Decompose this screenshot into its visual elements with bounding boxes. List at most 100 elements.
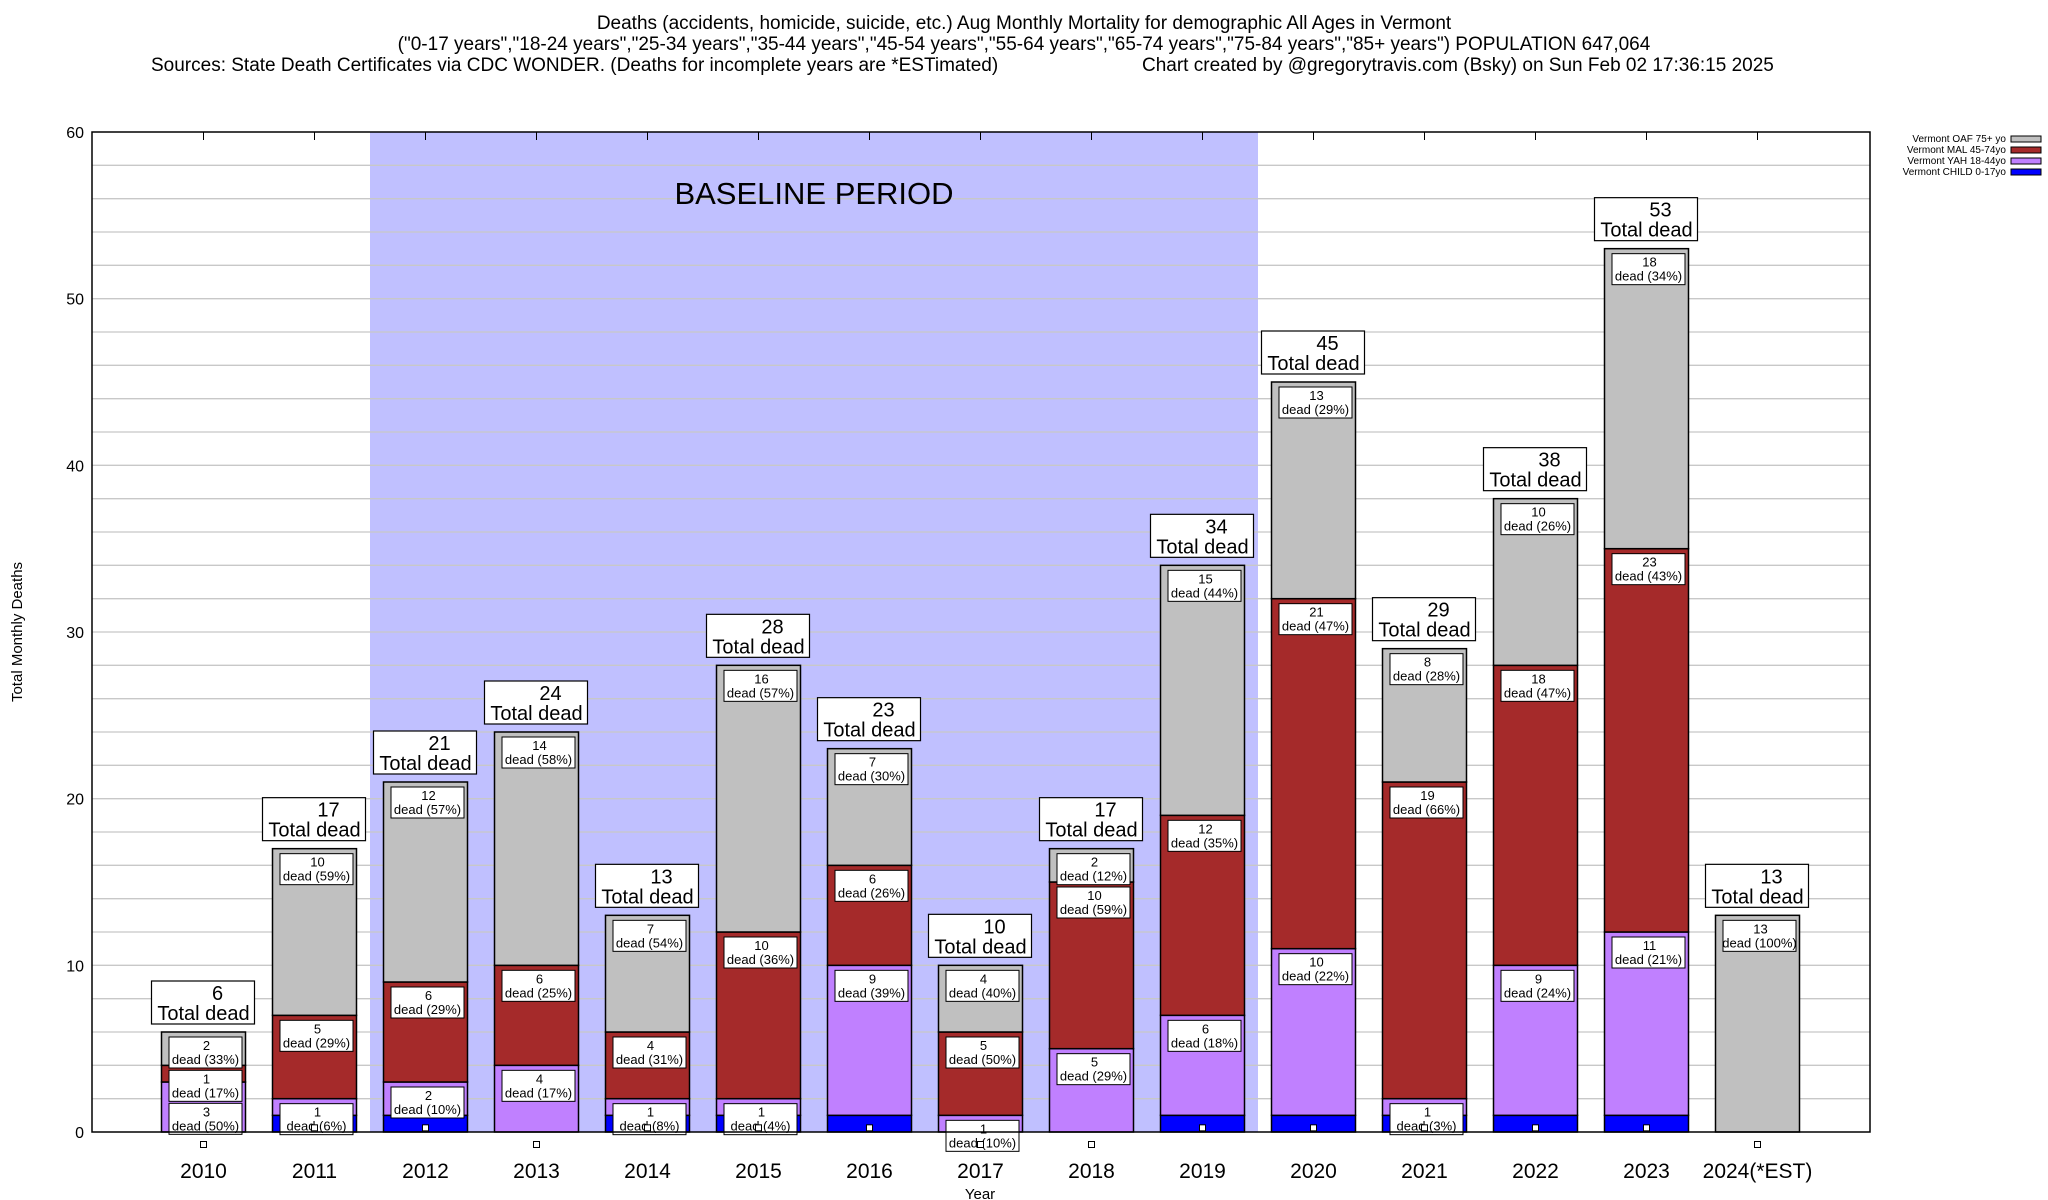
sources-note: Sources: State Death Certificates via CD… [151, 55, 999, 76]
segment-label-box [1389, 653, 1464, 686]
total-label-box [1038, 797, 1144, 842]
total-label-box [372, 730, 478, 775]
segment-label-value: 10 [1309, 955, 1323, 970]
total-label-value: 29 [1427, 600, 1449, 622]
legend-label: Vermont OAF 75+ yo [1912, 134, 2006, 145]
total-label-box [1704, 863, 1810, 908]
y-tick-label: 10 [66, 958, 84, 975]
x-tick-label: 2014 [624, 1160, 671, 1183]
segment-label-percent: dead (66%) [1393, 802, 1460, 817]
point-marker [422, 1124, 429, 1132]
segment-label-value: 2 [1091, 855, 1098, 870]
segment-label-percent: dead (28%) [1393, 669, 1460, 684]
total-label-text: Total dead [1267, 353, 1359, 375]
segment-label-box [1278, 603, 1353, 636]
segment-label-percent: dead (47%) [1504, 685, 1571, 700]
segment-label-value: 18 [1531, 671, 1545, 686]
total-label-box [1593, 197, 1699, 242]
point-marker [755, 1124, 762, 1132]
segment-label-value: 6 [869, 871, 876, 886]
x-tick-label: 2010 [180, 1160, 227, 1183]
segment-label-value: 19 [1420, 788, 1434, 803]
point-marker [866, 1124, 873, 1132]
segment-label-box [1500, 969, 1575, 1002]
point-marker [533, 1141, 540, 1148]
segment-label-box [1611, 936, 1686, 969]
segment-label-value: 2 [425, 1088, 432, 1103]
x-tick-label: 2023 [1623, 1160, 1670, 1183]
point-marker [1310, 1124, 1317, 1132]
total-label-box [594, 863, 700, 908]
x-tick-label: 2018 [1068, 1160, 1115, 1183]
segment-label-box [1500, 669, 1575, 702]
segment-label-value: 10 [310, 855, 324, 870]
point-marker [311, 1124, 318, 1132]
y-tick-label: 40 [66, 458, 84, 475]
segment-label-value: 13 [1309, 388, 1323, 403]
segment-label-percent: dead (26%) [1504, 519, 1571, 534]
bar-segment-mal [1270, 597, 1357, 950]
segment-label-value: 4 [647, 1038, 654, 1053]
segment-label-value: 8 [1424, 655, 1431, 670]
total-label-text: Total dead [934, 936, 1026, 958]
total-label-value: 17 [1094, 800, 1116, 822]
segment-label-value: 15 [1198, 571, 1212, 586]
segment-label-value: 9 [1535, 971, 1542, 986]
segment-label-box [168, 1102, 243, 1135]
total-label-value: 23 [872, 700, 894, 722]
segment-label-percent: dead (29%) [1282, 402, 1349, 417]
total-label-value: 34 [1205, 516, 1227, 538]
segment-label-value: 16 [754, 671, 768, 686]
legend-swatch [2010, 157, 2042, 165]
segment-label-percent: dead (22%) [1282, 969, 1349, 984]
segment-label-percent: dead (40%) [949, 985, 1016, 1000]
legend-label: Vermont CHILD 0-17yo [1903, 167, 2007, 178]
chart-title: Deaths (accidents, homicide, suicide, et… [596, 13, 1452, 34]
segment-label-value: 5 [980, 1038, 987, 1053]
segment-label-box [390, 786, 465, 819]
x-tick-label: 2019 [1179, 1160, 1226, 1183]
total-label-box [483, 680, 589, 725]
point-marker [1643, 1124, 1650, 1132]
segment-label-value: 11 [1643, 938, 1657, 953]
segment-label-percent: dead (36%) [727, 952, 794, 967]
segment-label-value: 5 [1091, 1055, 1098, 1070]
segment-label-value: 10 [1087, 888, 1101, 903]
segment-label-percent: dead (35%) [1171, 835, 1238, 850]
point-marker [1532, 1124, 1539, 1132]
segment-label-value: 4 [536, 1071, 543, 1086]
segment-label-box [945, 969, 1020, 1002]
segment-label-box [1056, 1053, 1131, 1086]
segment-label-value: 18 [1642, 255, 1656, 270]
segment-label-box [1611, 253, 1686, 286]
segment-label-percent: dead (29%) [394, 1002, 461, 1017]
bar-segment-mal [1492, 664, 1579, 967]
total-label-text: Total dead [1489, 470, 1581, 492]
segment-label-percent: dead (54%) [616, 935, 683, 950]
total-label-value: 38 [1538, 450, 1560, 472]
total-label-box [1149, 513, 1255, 558]
total-label-text: Total dead [157, 1003, 249, 1025]
x-tick-label: 2017 [957, 1160, 1004, 1183]
x-tick-label: 2022 [1512, 1160, 1559, 1183]
segment-label-box [1056, 886, 1131, 919]
total-label-value: 6 [212, 983, 223, 1005]
total-label-box [1260, 330, 1366, 375]
x-tick-label: 2016 [846, 1160, 893, 1183]
segment-label-box [1278, 953, 1353, 986]
segment-label-value: 23 [1642, 555, 1656, 570]
segment-label-box [390, 986, 465, 1019]
segment-label-box [945, 1036, 1020, 1069]
segment-label-value: 9 [869, 971, 876, 986]
segment-label-percent: dead (57%) [394, 802, 461, 817]
y-tick-label: 60 [66, 125, 84, 142]
plot-frame [91, 131, 1871, 1133]
x-tick-label: 2012 [402, 1160, 449, 1183]
total-label-box [1371, 597, 1477, 642]
y-tick-label: 50 [66, 292, 84, 309]
total-label-text: Total dead [1378, 620, 1470, 642]
segment-label-box [612, 1036, 687, 1069]
segment-label-value: 1 [647, 1105, 654, 1120]
segment-label-percent: dead (33%) [172, 1052, 239, 1067]
segment-label-value: 21 [1309, 605, 1323, 620]
